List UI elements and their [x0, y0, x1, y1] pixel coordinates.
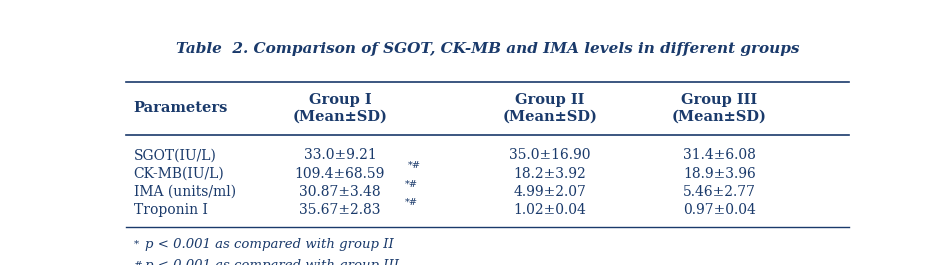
Text: 18.9±3.96: 18.9±3.96 [683, 167, 756, 181]
Text: *#: *# [405, 198, 417, 207]
Text: Troponin I: Troponin I [133, 203, 207, 217]
Text: *#: *# [405, 180, 417, 189]
Text: 30.87±3.48: 30.87±3.48 [300, 185, 380, 199]
Text: 4.99±2.07: 4.99±2.07 [514, 185, 587, 199]
Text: 31.4±6.08: 31.4±6.08 [683, 148, 756, 162]
Text: 1.02±0.04: 1.02±0.04 [514, 203, 587, 217]
Text: 18.2±3.92: 18.2±3.92 [514, 167, 587, 181]
Text: Group I
(Mean±SD): Group I (Mean±SD) [293, 93, 387, 123]
Text: p < 0.001 as compared with group II: p < 0.001 as compared with group II [146, 237, 394, 250]
Text: IMA (units/ml): IMA (units/ml) [133, 185, 236, 199]
Text: SGOT(IU/L): SGOT(IU/L) [133, 148, 217, 162]
Text: p < 0.001 as compared with group III: p < 0.001 as compared with group III [146, 259, 399, 265]
Text: Table  2. Comparison of SGOT, CK-MB and IMA levels in different groups: Table 2. Comparison of SGOT, CK-MB and I… [176, 42, 799, 56]
Text: Group II
(Mean±SD): Group II (Mean±SD) [502, 93, 597, 123]
Text: Group III
(Mean±SD): Group III (Mean±SD) [672, 93, 767, 123]
Text: *: * [133, 240, 139, 249]
Text: 109.4±68.59: 109.4±68.59 [295, 167, 385, 181]
Text: 33.0±9.21: 33.0±9.21 [303, 148, 377, 162]
Text: *#: *# [408, 161, 420, 170]
Text: 0.97±0.04: 0.97±0.04 [683, 203, 756, 217]
Text: Parameters: Parameters [133, 101, 228, 115]
Text: 5.46±2.77: 5.46±2.77 [683, 185, 756, 199]
Text: #: # [133, 261, 143, 265]
Text: 35.67±2.83: 35.67±2.83 [300, 203, 380, 217]
Text: 35.0±16.90: 35.0±16.90 [510, 148, 591, 162]
Text: CK-MB(IU/L): CK-MB(IU/L) [133, 167, 224, 181]
